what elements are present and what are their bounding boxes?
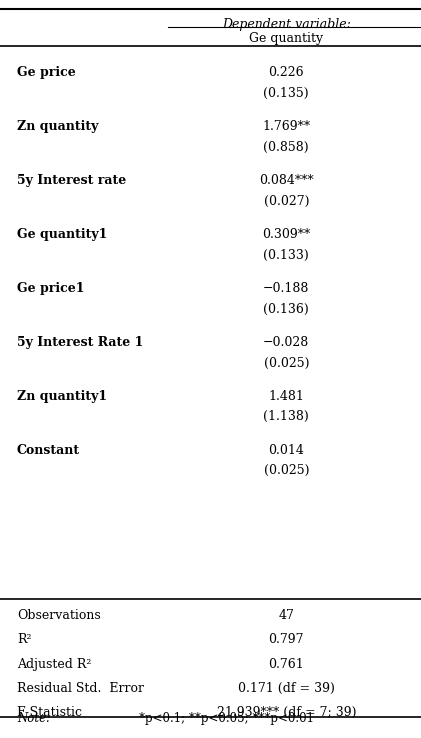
Text: (0.133): (0.133) (264, 249, 309, 262)
Text: Zn quantity: Zn quantity (17, 120, 98, 134)
Text: Observations: Observations (17, 609, 101, 622)
Text: F Statistic: F Statistic (17, 706, 82, 720)
Text: 1.769**: 1.769** (262, 120, 310, 134)
Text: 0.084***: 0.084*** (259, 174, 314, 187)
Text: (0.025): (0.025) (264, 464, 309, 477)
Text: (0.136): (0.136) (264, 303, 309, 316)
Text: (0.858): (0.858) (264, 141, 309, 154)
Text: 5y Interest Rate 1: 5y Interest Rate 1 (17, 336, 143, 349)
Text: R²: R² (17, 633, 31, 646)
Text: 0.171 (df = 39): 0.171 (df = 39) (238, 682, 335, 695)
Text: (1.138): (1.138) (264, 410, 309, 424)
Text: Adjusted R²: Adjusted R² (17, 658, 91, 671)
Text: (0.025): (0.025) (264, 356, 309, 370)
Text: Residual Std.  Error: Residual Std. Error (17, 682, 144, 695)
Text: Note:: Note: (17, 711, 50, 725)
Text: Ge price: Ge price (17, 66, 76, 80)
Text: Ge quantity1: Ge quantity1 (17, 228, 107, 241)
Text: 0.014: 0.014 (268, 444, 304, 457)
Text: 5y Interest rate: 5y Interest rate (17, 174, 126, 187)
Text: 21.939*** (df = 7; 39): 21.939*** (df = 7; 39) (216, 706, 356, 720)
Text: −0.028: −0.028 (263, 336, 309, 349)
Text: 0.797: 0.797 (269, 633, 304, 646)
Text: (0.027): (0.027) (264, 195, 309, 208)
Text: Constant: Constant (17, 444, 80, 457)
Text: 47: 47 (278, 609, 294, 622)
Text: *p<0.1; **p<0.05; ***p<0.01: *p<0.1; **p<0.05; ***p<0.01 (139, 711, 314, 725)
Text: 1.481: 1.481 (268, 390, 304, 403)
Text: 0.761: 0.761 (269, 658, 304, 671)
Text: −0.188: −0.188 (263, 282, 309, 295)
Text: Dependent variable:: Dependent variable: (222, 18, 351, 32)
Text: Ge quantity: Ge quantity (249, 32, 323, 46)
Text: Ge price1: Ge price1 (17, 282, 84, 295)
Text: 0.226: 0.226 (269, 66, 304, 80)
Text: 0.309**: 0.309** (262, 228, 310, 241)
Text: Zn quantity1: Zn quantity1 (17, 390, 107, 403)
Text: (0.135): (0.135) (264, 87, 309, 100)
